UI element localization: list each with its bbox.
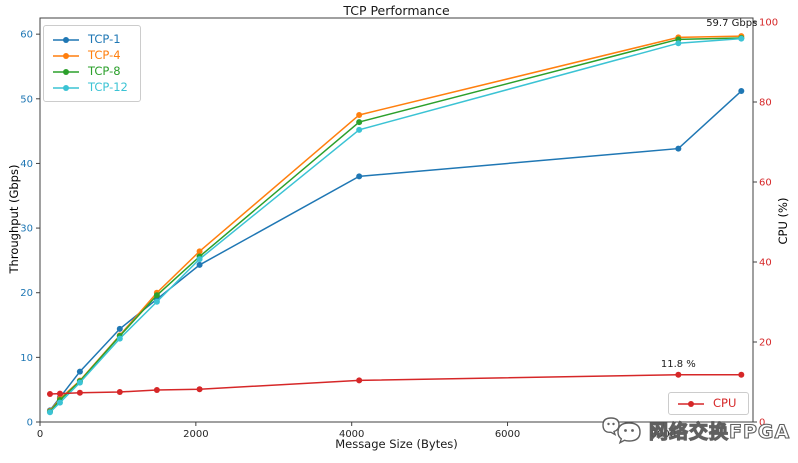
- watermark-text: 网络交换FPGA: [648, 420, 791, 443]
- watermark: 网络交换FPGA: [600, 413, 790, 447]
- svg-text:0: 0: [37, 429, 43, 440]
- legend-label: TCP-8: [88, 64, 121, 78]
- svg-text:2000: 2000: [183, 429, 208, 440]
- svg-text:4000: 4000: [339, 429, 364, 440]
- svg-text:59.7 Gbps: 59.7 Gbps: [706, 18, 757, 29]
- legend-throughput: TCP-1 TCP-4 TCP-8 TCP-12: [43, 25, 141, 102]
- svg-text:50: 50: [20, 94, 33, 105]
- tcp-4-line-marker-icon: [52, 50, 80, 62]
- svg-text:11.8 %: 11.8 %: [661, 359, 696, 370]
- svg-text:80: 80: [759, 98, 772, 109]
- svg-text:8000: 8000: [651, 429, 676, 440]
- legend-item-tcp-1: TCP-1: [52, 32, 128, 47]
- legend-label: TCP-4: [88, 48, 121, 62]
- chart-title: TCP Performance: [343, 3, 450, 18]
- legend-item-cpu: CPU: [677, 396, 736, 411]
- tcp-12-line-marker-icon: [52, 82, 80, 94]
- legend-item-tcp-8: TCP-8: [52, 64, 128, 79]
- x-axis-label: Message Size (Bytes): [335, 437, 458, 451]
- legend-label: CPU: [713, 396, 737, 410]
- cpu-line-marker-icon: [677, 398, 705, 410]
- tcp-1-line-marker-icon: [52, 34, 80, 46]
- svg-text:0: 0: [759, 418, 765, 429]
- svg-text:10: 10: [20, 353, 33, 364]
- wechat-bubbles-icon: [600, 413, 646, 447]
- svg-text:20: 20: [759, 338, 772, 349]
- svg-text:40: 40: [759, 258, 772, 269]
- svg-text:40: 40: [20, 159, 33, 170]
- y-axis-label-left: Throughput (Gbps): [7, 164, 21, 274]
- legend-label: TCP-12: [88, 80, 128, 94]
- svg-text:100: 100: [759, 18, 778, 29]
- svg-text:20: 20: [20, 288, 33, 299]
- svg-text:60: 60: [759, 178, 772, 189]
- legend-item-tcp-4: TCP-4: [52, 48, 128, 63]
- svg-text:60: 60: [20, 30, 33, 41]
- legend-item-tcp-12: TCP-12: [52, 80, 128, 95]
- svg-text:0: 0: [27, 418, 33, 429]
- legend-label: TCP-1: [88, 32, 121, 46]
- tcp-8-line-marker-icon: [52, 66, 80, 78]
- svg-text:30: 30: [20, 224, 33, 235]
- svg-text:6000: 6000: [495, 429, 520, 440]
- y-axis-label-right: CPU (%): [776, 197, 790, 245]
- legend-cpu: CPU: [668, 392, 750, 415]
